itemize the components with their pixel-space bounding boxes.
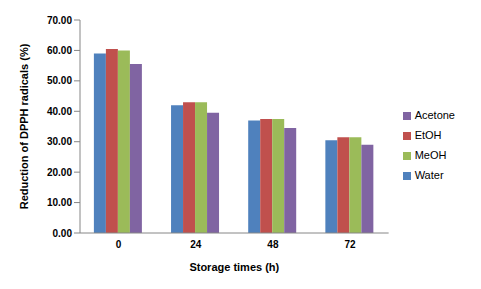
html-text:Water: Water <box>414 168 444 181</box>
html-text:EtOH: EtOH <box>414 128 442 141</box>
svg-text:50.00: 50.00 <box>47 75 72 86</box>
svg-text:40.00: 40.00 <box>47 106 72 117</box>
html-text:MeOH: MeOH <box>414 148 447 161</box>
svg-text:48: 48 <box>267 239 279 250</box>
svg-text:Reduction of DPPH radicals (%): Reduction of DPPH radicals (%) <box>18 43 30 209</box>
svg-text:60.00: 60.00 <box>47 45 72 56</box>
html-text:Acetone: Acetone <box>414 108 455 121</box>
svg-text:24: 24 <box>190 239 202 250</box>
svg-text:30.00: 30.00 <box>47 136 72 147</box>
svg-text:20.00: 20.00 <box>47 167 72 178</box>
svg-text:0.00: 0.00 <box>53 228 73 239</box>
svg-text:0: 0 <box>116 239 122 250</box>
svg-text:10.00: 10.00 <box>47 197 72 208</box>
svg-text:Storage times (h): Storage times (h) <box>189 261 279 273</box>
svg-text:70.00: 70.00 <box>47 15 72 26</box>
svg-text:72: 72 <box>344 239 356 250</box>
